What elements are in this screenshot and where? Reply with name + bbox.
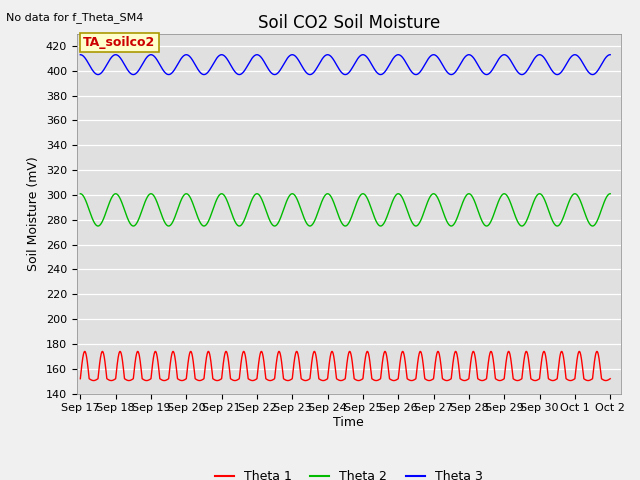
Text: No data for f_Theta_SM4: No data for f_Theta_SM4 <box>6 12 144 23</box>
X-axis label: Time: Time <box>333 416 364 429</box>
Y-axis label: Soil Moisture (mV): Soil Moisture (mV) <box>28 156 40 271</box>
Legend: Theta 1, Theta 2, Theta 3: Theta 1, Theta 2, Theta 3 <box>210 465 488 480</box>
Text: TA_soilco2: TA_soilco2 <box>83 36 156 49</box>
Title: Soil CO2 Soil Moisture: Soil CO2 Soil Moisture <box>258 14 440 32</box>
